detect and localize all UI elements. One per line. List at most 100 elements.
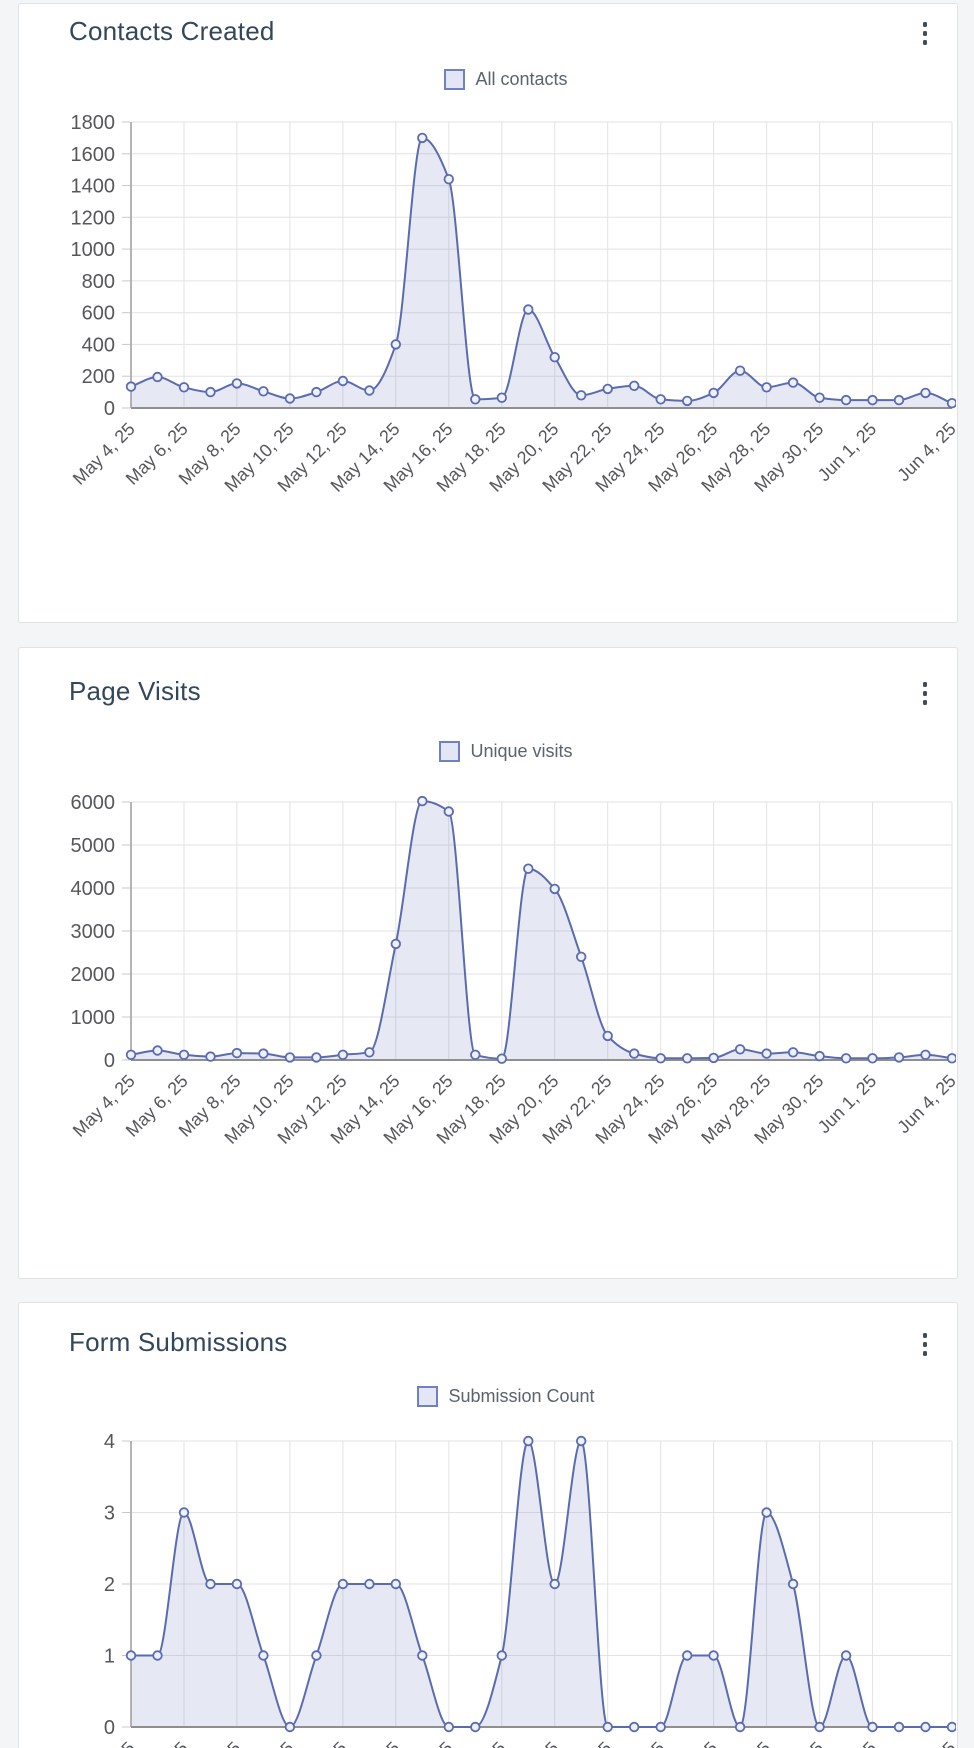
data-point-marker[interactable] [390, 938, 402, 950]
data-point-marker[interactable] [840, 1053, 852, 1064]
data-point-marker[interactable] [284, 393, 296, 404]
data-point-marker[interactable] [152, 371, 163, 383]
data-point-marker[interactable] [787, 1047, 799, 1058]
data-point-marker[interactable] [258, 1048, 269, 1059]
data-point-marker[interactable] [946, 1721, 957, 1733]
data-point-marker[interactable] [708, 387, 719, 399]
data-point-marker[interactable] [443, 1721, 455, 1733]
data-point-marker[interactable] [761, 382, 772, 393]
data-point-marker[interactable] [284, 1721, 296, 1733]
data-point-marker[interactable] [364, 1047, 375, 1058]
data-point-marker[interactable] [178, 1507, 190, 1518]
data-point-marker[interactable] [125, 1049, 137, 1061]
card-options-kebab-button[interactable] [917, 16, 933, 51]
data-point-marker[interactable] [417, 132, 428, 144]
data-point-marker[interactable] [602, 1030, 613, 1042]
data-point-marker[interactable] [311, 1052, 322, 1063]
data-point-marker[interactable] [549, 351, 560, 363]
data-point-marker[interactable] [205, 386, 216, 398]
chart-legend-all-contacts[interactable]: All contacts [37, 69, 957, 90]
data-point-marker[interactable] [734, 1721, 746, 1733]
data-point-marker[interactable] [602, 383, 613, 395]
data-point-marker[interactable] [708, 1052, 719, 1064]
chart-legend-unique-visits[interactable]: Unique visits [37, 741, 957, 762]
data-point-marker[interactable] [655, 1053, 666, 1064]
data-point-marker[interactable] [205, 1051, 216, 1062]
data-point-marker[interactable] [258, 1650, 269, 1661]
data-point-marker[interactable] [602, 1721, 613, 1733]
data-point-marker[interactable] [576, 390, 587, 401]
data-point-marker[interactable] [311, 386, 322, 398]
page-visits-area-chart[interactable]: 0 1000 2000 3000 4000 5000 6000 May 4, 25 May 6,… [19, 792, 957, 1178]
data-point-marker[interactable] [125, 381, 137, 392]
data-point-marker[interactable] [761, 1048, 772, 1059]
data-point-marker[interactable] [629, 1721, 640, 1733]
data-point-marker[interactable] [231, 378, 243, 389]
card-options-kebab-button[interactable] [917, 676, 933, 711]
data-point-marker[interactable] [734, 365, 746, 376]
data-point-marker[interactable] [311, 1650, 322, 1661]
data-point-marker[interactable] [867, 394, 878, 406]
data-point-marker[interactable] [629, 380, 640, 392]
data-point-marker[interactable] [576, 1435, 587, 1447]
data-point-marker[interactable] [920, 387, 931, 399]
data-point-marker[interactable] [576, 951, 587, 963]
data-point-marker[interactable] [867, 1721, 878, 1733]
data-point-marker[interactable] [417, 795, 428, 807]
data-point-marker[interactable] [549, 883, 560, 895]
data-point-marker[interactable] [390, 339, 402, 350]
data-point-marker[interactable] [814, 392, 825, 403]
data-point-marker[interactable] [840, 1650, 852, 1661]
data-point-marker[interactable] [549, 1578, 560, 1590]
data-point-marker[interactable] [523, 1435, 534, 1447]
data-point-marker[interactable] [178, 382, 190, 393]
data-point-marker[interactable] [390, 1578, 402, 1590]
data-point-marker[interactable] [682, 395, 693, 407]
data-point-marker[interactable] [364, 385, 375, 396]
data-point-marker[interactable] [787, 1578, 799, 1590]
card-options-kebab-button[interactable] [917, 1327, 933, 1362]
data-point-marker[interactable] [893, 394, 905, 406]
data-point-marker[interactable] [178, 1049, 190, 1061]
data-point-marker[interactable] [152, 1045, 163, 1056]
data-point-marker[interactable] [470, 1721, 481, 1733]
data-point-marker[interactable] [364, 1578, 375, 1590]
data-point-marker[interactable] [337, 1578, 349, 1590]
data-point-marker[interactable] [761, 1507, 772, 1518]
data-point-marker[interactable] [523, 304, 534, 315]
data-point-marker[interactable] [840, 394, 852, 406]
data-point-marker[interactable] [337, 1049, 349, 1061]
data-point-marker[interactable] [284, 1052, 296, 1063]
data-point-marker[interactable] [629, 1048, 640, 1059]
data-point-marker[interactable] [814, 1721, 825, 1733]
data-point-marker[interactable] [125, 1650, 137, 1661]
data-point-marker[interactable] [655, 394, 666, 405]
chart-legend-submission-count[interactable]: Submission Count [37, 1386, 957, 1407]
data-point-marker[interactable] [523, 863, 534, 874]
contacts-created-area-chart[interactable]: 0 200 400 600 800 1000 1200 1400 1600 1800 May 4, … [19, 112, 957, 526]
data-point-marker[interactable] [231, 1047, 243, 1059]
data-point-marker[interactable] [443, 806, 455, 817]
data-point-marker[interactable] [231, 1578, 243, 1590]
data-point-marker[interactable] [655, 1721, 666, 1733]
data-point-marker[interactable] [893, 1052, 905, 1063]
data-point-marker[interactable] [152, 1650, 163, 1661]
data-point-marker[interactable] [893, 1721, 905, 1733]
data-point-marker[interactable] [258, 386, 269, 397]
data-point-marker[interactable] [496, 1053, 508, 1064]
data-point-marker[interactable] [682, 1650, 693, 1661]
data-point-marker[interactable] [470, 1049, 481, 1061]
data-point-marker[interactable] [787, 377, 799, 388]
data-point-marker[interactable] [920, 1049, 931, 1061]
data-point-marker[interactable] [814, 1050, 825, 1062]
data-point-marker[interactable] [867, 1053, 878, 1064]
data-point-marker[interactable] [470, 394, 481, 405]
data-point-marker[interactable] [708, 1650, 719, 1661]
data-point-marker[interactable] [496, 1650, 508, 1661]
data-point-marker[interactable] [682, 1053, 693, 1064]
data-point-marker[interactable] [417, 1650, 428, 1661]
